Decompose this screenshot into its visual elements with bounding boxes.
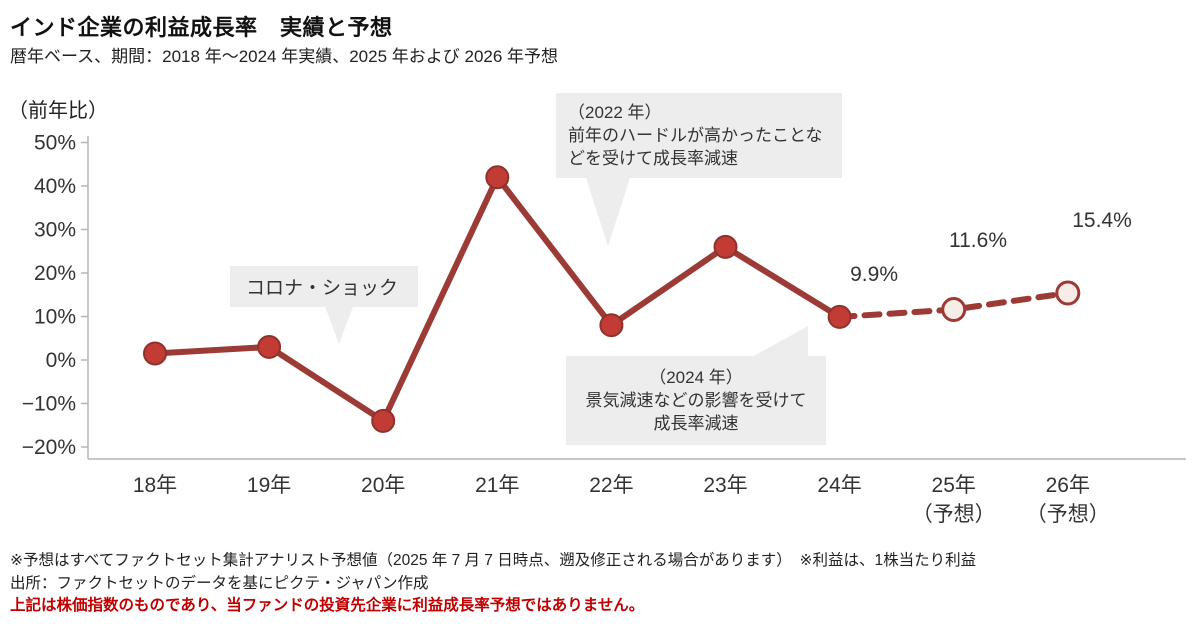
page-title: インド企業の利益成長率 実績と予想 (10, 15, 393, 40)
svg-text:19年: 19年 (247, 474, 291, 497)
callout-2024-pointer (752, 326, 808, 357)
svg-text:25年: 25年 (932, 474, 976, 497)
svg-text:40%: 40% (34, 175, 76, 198)
callout-2022: （2022 年） 前年のハードルが高かったことな どを受けて成長率減速 (556, 93, 842, 246)
callout-2024: （2024 年） 景気減速などの影響を受けて 成長率減速 (566, 326, 826, 445)
y-axis-unit-label: （前年比） (8, 100, 108, 122)
svg-text:23年: 23年 (703, 474, 747, 497)
callout-2022-pointer (586, 178, 630, 246)
svg-text:20%: 20% (34, 262, 76, 285)
footnote-data-source: 出所：ファクトセットのデータを基にピクテ・ジャパン作成 (10, 575, 429, 592)
svg-text:（予想）: （予想） (912, 503, 996, 526)
callout-corona-pointer (324, 304, 354, 344)
svg-text:30%: 30% (34, 219, 76, 242)
svg-text:24年: 24年 (817, 474, 861, 497)
page-subtitle: 暦年ベース、期間：2018 年～2024 年実績、2025 年および 2026 … (10, 47, 559, 66)
point-label-2026-forecast: 15.4% (1072, 209, 1132, 232)
svg-text:0%: 0% (46, 349, 76, 372)
svg-text:18年: 18年 (133, 474, 177, 497)
footnote-disclaimer: 上記は株価指数のものであり、当ファンドの投資先企業に利益成長率予想ではありません… (10, 597, 645, 614)
callout-2022-line2: 前年のハードルが高かったことな (568, 126, 823, 145)
svg-text:−10%: −10% (22, 393, 76, 416)
point-label-2025-forecast: 11.6% (949, 229, 1007, 252)
svg-text:20年: 20年 (361, 474, 405, 497)
svg-text:10%: 10% (34, 306, 76, 329)
footnote-forecast-source: ※予想はすべてファクトセット集計アナリスト予想値（2025 年 7 月 7 日時… (10, 552, 977, 569)
callout-2024-line2: 景気減速などの影響を受けて (585, 391, 807, 410)
svg-text:26年: 26年 (1046, 474, 1090, 497)
point-label-2024: 9.9% (850, 263, 898, 286)
callout-2022-line1: （2022 年） (568, 103, 662, 122)
callout-2024-line1: （2024 年） (649, 368, 743, 387)
callout-corona-shock: コロナ・ショック (230, 266, 418, 344)
svg-text:21年: 21年 (475, 474, 519, 497)
callout-corona-text: コロナ・ショック (246, 278, 399, 299)
svg-text:−20%: −20% (22, 436, 76, 459)
callout-2022-line3: どを受けて成長率減速 (568, 149, 738, 168)
svg-text:（予想）: （予想） (1026, 503, 1110, 526)
svg-text:22年: 22年 (589, 474, 633, 497)
callout-2024-line3: 成長率減速 (653, 414, 739, 433)
svg-text:50%: 50% (34, 132, 76, 155)
